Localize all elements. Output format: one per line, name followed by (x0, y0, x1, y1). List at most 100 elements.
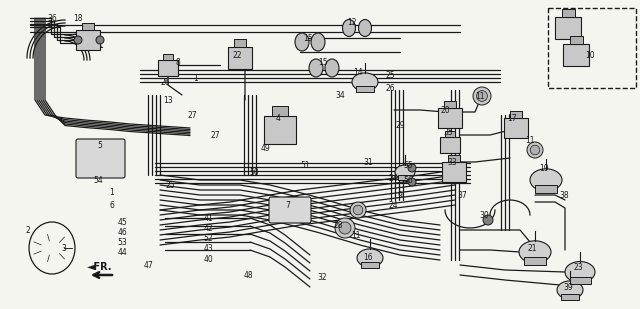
Text: 44: 44 (117, 248, 127, 256)
Bar (524, 257, 546, 265)
Text: 26: 26 (160, 78, 170, 87)
Text: 4: 4 (276, 113, 280, 122)
Text: 2: 2 (26, 226, 30, 235)
Text: 1: 1 (109, 188, 115, 197)
Text: 27: 27 (187, 111, 197, 120)
Bar (440, 137, 460, 153)
Bar (272, 106, 288, 116)
Bar (563, 44, 589, 66)
Text: 15: 15 (318, 57, 328, 66)
Text: 8: 8 (175, 57, 180, 66)
Text: 55: 55 (403, 160, 413, 170)
FancyBboxPatch shape (269, 197, 311, 223)
Bar (548, 8, 636, 88)
Text: 11: 11 (525, 136, 535, 145)
Text: 29: 29 (395, 121, 405, 129)
Text: 25: 25 (165, 180, 175, 189)
Text: 19: 19 (539, 163, 549, 172)
Text: 45: 45 (117, 218, 127, 226)
Text: 50: 50 (249, 167, 259, 176)
Text: ◄FR.: ◄FR. (87, 262, 113, 272)
Text: 1: 1 (194, 74, 198, 83)
Text: 15: 15 (303, 33, 313, 43)
Text: 16: 16 (363, 253, 373, 263)
Text: 56: 56 (403, 176, 413, 184)
Circle shape (477, 91, 488, 101)
Text: 26: 26 (385, 83, 395, 92)
Text: 22: 22 (232, 50, 242, 60)
Ellipse shape (342, 19, 355, 36)
Text: 54: 54 (93, 176, 103, 184)
Text: 20: 20 (440, 105, 450, 115)
Text: 23: 23 (573, 264, 583, 273)
Text: 17: 17 (507, 113, 517, 122)
Text: 52: 52 (203, 234, 213, 243)
Bar (562, 9, 575, 17)
Ellipse shape (325, 59, 339, 77)
Bar (555, 17, 581, 39)
Circle shape (353, 205, 363, 215)
Bar (561, 294, 579, 300)
Text: 33: 33 (447, 158, 457, 167)
Circle shape (530, 145, 540, 155)
Bar (264, 116, 296, 144)
Bar (448, 155, 460, 162)
Text: 11: 11 (351, 231, 361, 239)
Bar (510, 111, 522, 118)
Bar (535, 185, 557, 193)
Text: 31: 31 (363, 158, 373, 167)
Text: 28: 28 (333, 221, 343, 230)
Bar (228, 47, 252, 69)
Text: 46: 46 (117, 227, 127, 236)
Text: 30: 30 (479, 210, 489, 219)
Ellipse shape (295, 33, 309, 51)
Bar (504, 118, 528, 138)
Text: 34: 34 (335, 91, 345, 99)
Text: 40: 40 (203, 256, 213, 265)
Circle shape (96, 36, 104, 44)
Ellipse shape (519, 241, 551, 263)
Text: 38: 38 (559, 191, 569, 200)
Ellipse shape (352, 73, 378, 91)
Circle shape (483, 215, 493, 225)
Circle shape (408, 164, 416, 172)
Text: 18: 18 (73, 14, 83, 23)
Ellipse shape (565, 261, 595, 282)
Text: 9: 9 (397, 191, 403, 200)
Text: 37: 37 (457, 191, 467, 200)
Text: 21: 21 (527, 243, 537, 252)
Text: 36: 36 (47, 14, 57, 23)
Text: 3: 3 (61, 243, 67, 252)
Circle shape (527, 142, 543, 158)
Text: 35: 35 (443, 128, 453, 137)
Circle shape (350, 202, 366, 218)
Bar (444, 101, 456, 108)
Ellipse shape (358, 19, 371, 36)
Text: 39: 39 (563, 283, 573, 293)
Text: 14: 14 (353, 67, 363, 77)
Text: 10: 10 (585, 50, 595, 60)
Bar (234, 39, 246, 47)
Text: 51: 51 (300, 160, 310, 170)
Ellipse shape (530, 169, 562, 191)
Text: 49: 49 (260, 143, 270, 153)
Bar (163, 54, 173, 60)
Circle shape (74, 36, 82, 44)
Text: 12: 12 (348, 18, 356, 27)
Text: 11: 11 (476, 91, 484, 100)
Text: 47: 47 (143, 260, 153, 269)
Bar (76, 30, 100, 50)
Bar (570, 36, 583, 44)
Ellipse shape (557, 281, 583, 299)
Text: 43: 43 (203, 243, 213, 252)
Bar (82, 23, 94, 30)
Circle shape (339, 222, 351, 234)
Bar (158, 60, 178, 76)
Bar (570, 277, 591, 284)
Text: 24: 24 (388, 173, 398, 183)
Bar (398, 175, 412, 180)
Text: 48: 48 (243, 270, 253, 280)
Text: 27: 27 (210, 130, 220, 139)
Bar (445, 131, 455, 137)
Ellipse shape (395, 165, 415, 179)
